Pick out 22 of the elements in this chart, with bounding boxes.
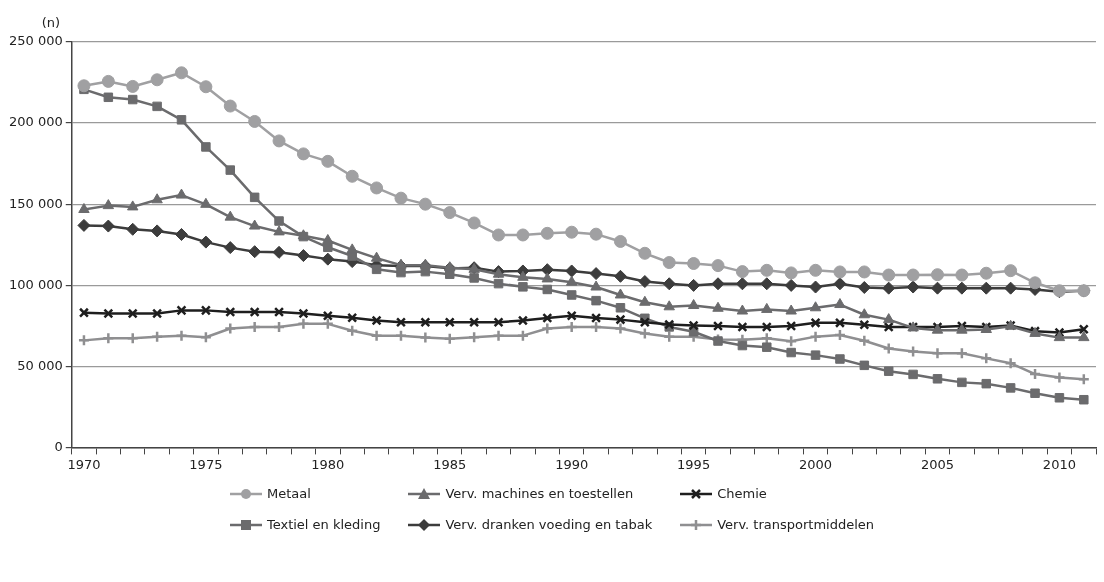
legend-label: Verv. transportmiddelen — [717, 517, 875, 532]
x-tick-label: 2005 — [920, 456, 955, 472]
x-tick-label: 1990 — [555, 456, 589, 472]
legend-label: Verv. dranken voeding en tabak — [445, 517, 653, 532]
x-tick-label: 1970 — [67, 456, 101, 472]
x-tick-label: 1995 — [677, 456, 711, 472]
legend-label: Metaal — [266, 486, 311, 501]
legend-label: Verv. machines en toestellen — [445, 486, 634, 501]
x-tick-label: 1975 — [189, 456, 223, 472]
y-tick-label: 0 — [54, 438, 63, 454]
x-tick-label: 2010 — [1042, 456, 1076, 472]
legend-label: Chemie — [717, 486, 767, 501]
x-tick-label: 1985 — [433, 456, 467, 472]
y-tick-label: 150 000 — [8, 195, 63, 211]
y-tick-label: 200 000 — [8, 114, 63, 130]
y-tick-label: 250 000 — [8, 33, 63, 49]
y-axis-title: (n) — [41, 14, 61, 30]
x-tick-label: 1980 — [311, 456, 345, 472]
x-tick-label: 2000 — [799, 456, 833, 472]
y-tick-label: 50 000 — [17, 357, 63, 373]
y-tick-label: 100 000 — [8, 276, 63, 292]
legend-label: Textiel en kleding — [266, 517, 381, 532]
